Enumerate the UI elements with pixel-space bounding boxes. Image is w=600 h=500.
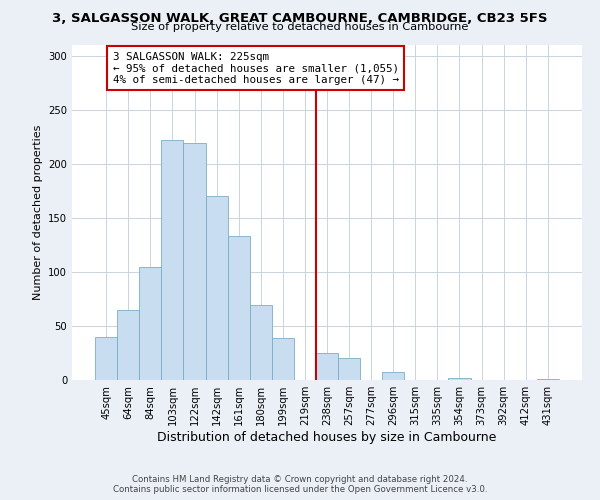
Bar [448, 378, 470, 380]
Bar [537, 379, 559, 380]
Text: Size of property relative to detached houses in Cambourne: Size of property relative to detached ho… [131, 22, 469, 32]
Y-axis label: Number of detached properties: Number of detached properties [32, 125, 43, 300]
Text: 3 SALGASSON WALK: 225sqm
← 95% of detached houses are smaller (1,055)
4% of semi: 3 SALGASSON WALK: 225sqm ← 95% of detach… [113, 52, 398, 85]
Bar [316, 353, 338, 380]
Bar [382, 372, 404, 380]
Text: 3, SALGASSON WALK, GREAT CAMBOURNE, CAMBRIDGE, CB23 5FS: 3, SALGASSON WALK, GREAT CAMBOURNE, CAMB… [52, 12, 548, 26]
Bar [117, 310, 139, 380]
Text: Contains HM Land Registry data © Crown copyright and database right 2024.
Contai: Contains HM Land Registry data © Crown c… [113, 474, 487, 494]
Bar [95, 337, 117, 380]
Bar [206, 196, 227, 380]
Bar [250, 306, 272, 380]
Bar [227, 236, 250, 380]
Bar [272, 338, 294, 380]
Bar [139, 266, 161, 380]
X-axis label: Distribution of detached houses by size in Cambourne: Distribution of detached houses by size … [157, 431, 497, 444]
Bar [184, 144, 206, 380]
Bar [161, 140, 184, 380]
Bar [338, 358, 360, 380]
